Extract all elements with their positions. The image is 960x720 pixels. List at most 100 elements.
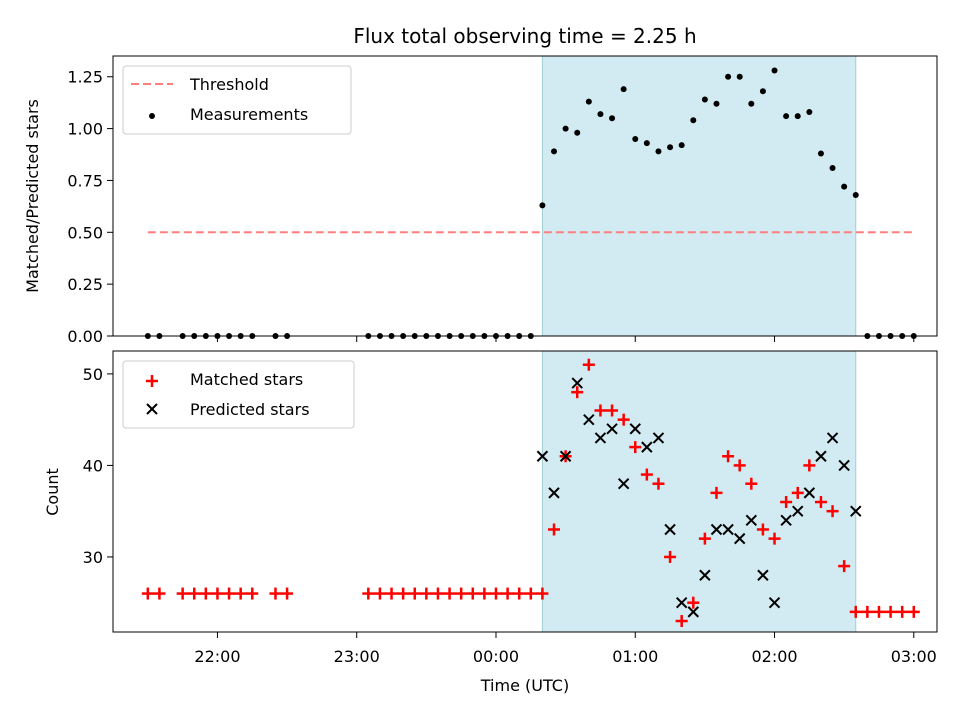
matched-star-marker <box>814 496 827 509</box>
measurement-point <box>632 135 639 142</box>
measurement-point <box>748 100 755 107</box>
matched-star-marker <box>606 404 619 417</box>
measurement-point <box>562 125 569 132</box>
bottom-axes-frame <box>112 350 938 633</box>
predicted-star-marker <box>780 514 792 527</box>
matched-star-marker <box>397 587 410 600</box>
chart-title: Flux total observing time = 2.25 h <box>353 24 696 48</box>
measurement-point <box>829 165 836 171</box>
measurement-point <box>678 142 685 149</box>
legend-threshold-label: Threshold <box>189 75 269 94</box>
measurement-point <box>701 96 708 103</box>
matched-star-marker <box>791 486 804 499</box>
matched-star-marker <box>861 605 874 618</box>
predicted-star-marker <box>792 505 804 517</box>
predicted-star-marker <box>733 532 746 545</box>
matched-star-marker <box>745 477 758 490</box>
predicted-star-marker <box>617 478 630 490</box>
legend-measurements-label: Measurements <box>190 105 308 124</box>
bottom-y-ticks: 30 40 50 <box>83 365 113 567</box>
predicted-star-marker <box>548 487 560 499</box>
predicted-star-marker <box>594 432 607 444</box>
legend-matched-label: Matched stars <box>190 370 303 389</box>
matched-star-marker <box>872 605 885 618</box>
matched-star-marker <box>199 587 212 600</box>
matched-star-marker <box>629 441 642 454</box>
measurement-point <box>597 111 604 118</box>
matched-star-marker <box>524 587 537 600</box>
bottom-y-tick-label: 50 <box>83 365 103 384</box>
matched-star-marker <box>571 386 584 399</box>
matched-star-marker <box>362 587 375 600</box>
measurement-point <box>771 67 778 74</box>
measurement-point <box>806 109 813 115</box>
matched-star-marker <box>826 505 839 518</box>
predicted-star-marker <box>722 523 734 536</box>
measurement-point <box>759 88 766 95</box>
bottom-x-tick-label: 01:00 <box>612 647 658 666</box>
matched-star-marker <box>664 550 677 563</box>
predicted-legend-marker <box>146 403 158 415</box>
predicted-star-marker <box>536 450 549 462</box>
matched-star-marker <box>675 615 688 628</box>
top-y-tick-label: 0.50 <box>67 223 103 242</box>
bottom-x-tick-label: 03:00 <box>891 647 937 666</box>
matched-star-marker <box>907 605 920 618</box>
measurement-point <box>539 202 546 209</box>
top-y-ticks: 0.00 0.25 0.50 0.75 1.00 1.25 <box>67 68 113 346</box>
measurement-point <box>643 140 650 147</box>
matched-star-marker <box>420 587 433 600</box>
matched-star-marker <box>722 450 735 463</box>
predicted-star-marker <box>559 450 572 462</box>
predicted-star-marker <box>757 569 769 581</box>
bottom-x-ticks: 22:00 23:00 00:00 01:00 02:00 03:00 <box>194 632 937 666</box>
measurement-point <box>794 113 801 120</box>
matched-star-marker <box>896 605 909 618</box>
top-y-axis-label: Matched/Predicted stars <box>23 99 42 293</box>
matched-star-marker <box>803 459 816 472</box>
measurement-point <box>783 113 790 120</box>
predicted-star-marker <box>571 377 583 389</box>
bottom-x-tick-label: 02:00 <box>751 647 797 666</box>
bottom-y-axis-label: Count <box>43 468 62 516</box>
matched-star-marker <box>408 587 421 600</box>
top-y-tick-label: 1.25 <box>67 68 103 87</box>
matched-star-marker <box>431 587 444 600</box>
matched-star-marker <box>884 605 897 618</box>
predicted-star-marker <box>606 423 618 435</box>
measurement-point <box>609 115 616 122</box>
matched-star-marker <box>141 587 154 600</box>
predicted-star-marker <box>583 413 595 426</box>
matched-star-marker <box>223 587 236 600</box>
predicted-star-markers <box>536 377 862 618</box>
matched-star-marker <box>443 587 456 600</box>
matched-star-marker <box>756 523 769 536</box>
matched-star-marker <box>582 358 595 371</box>
matched-star-marker <box>536 587 549 600</box>
matched-star-marker <box>211 587 224 600</box>
matched-star-marker <box>687 596 700 609</box>
bottom-y-tick-label: 30 <box>83 548 103 567</box>
top-y-tick-label: 0.00 <box>67 327 103 346</box>
matched-star-marker <box>385 587 398 600</box>
predicted-star-marker <box>687 606 699 618</box>
predicted-star-marker <box>629 423 641 435</box>
matched-star-marker <box>478 587 491 600</box>
measurement-point <box>574 129 581 136</box>
bottom-x-tick-label: 23:00 <box>334 647 380 666</box>
predicted-star-marker <box>745 514 758 527</box>
measurement-point <box>551 148 558 155</box>
matched-star-marker <box>153 587 166 600</box>
predicted-star-marker <box>850 505 862 517</box>
top-y-tick-label: 0.25 <box>67 275 103 294</box>
predicted-star-marker <box>641 441 653 453</box>
matched-star-marker <box>733 459 746 472</box>
measurement-point <box>713 100 720 107</box>
matched-star-marker <box>513 587 526 600</box>
measurement-point <box>667 144 674 151</box>
observing-window-shade-top <box>541 55 857 337</box>
top-legend: Threshold Measurements <box>122 65 352 135</box>
measurement-point <box>620 86 627 93</box>
x-axis-label: Time (UTC) <box>480 676 569 695</box>
